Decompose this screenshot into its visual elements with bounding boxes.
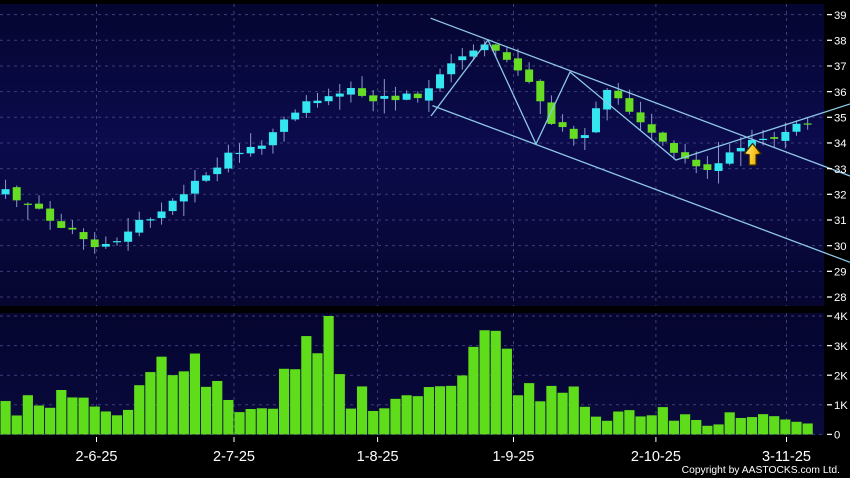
svg-text:2-6-25: 2-6-25 (76, 449, 118, 465)
svg-text:29: 29 (834, 267, 847, 279)
svg-text:36: 36 (834, 87, 847, 99)
svg-text:0: 0 (834, 430, 840, 442)
svg-text:2K: 2K (834, 370, 848, 382)
svg-text:33: 33 (834, 164, 847, 176)
svg-text:1-9-25: 1-9-25 (493, 449, 535, 465)
svg-text:32: 32 (834, 190, 847, 202)
svg-text:3-11-25: 3-11-25 (762, 449, 811, 465)
svg-text:39: 39 (834, 10, 847, 22)
svg-text:2-7-25: 2-7-25 (213, 449, 255, 465)
svg-text:37: 37 (834, 61, 847, 73)
svg-text:Copyright by AASTOCKS.com Ltd.: Copyright by AASTOCKS.com Ltd. (682, 465, 840, 476)
svg-text:2-10-25: 2-10-25 (631, 449, 681, 465)
svg-text:1K: 1K (834, 400, 848, 412)
svg-text:34: 34 (834, 138, 847, 150)
svg-text:35: 35 (834, 112, 847, 124)
svg-text:4K: 4K (834, 311, 848, 323)
svg-text:1-8-25: 1-8-25 (357, 449, 399, 465)
svg-text:31: 31 (834, 215, 847, 227)
svg-text:38: 38 (834, 35, 847, 47)
svg-text:3K: 3K (834, 341, 848, 353)
svg-text:28: 28 (834, 292, 847, 304)
svg-text:30: 30 (834, 241, 847, 253)
